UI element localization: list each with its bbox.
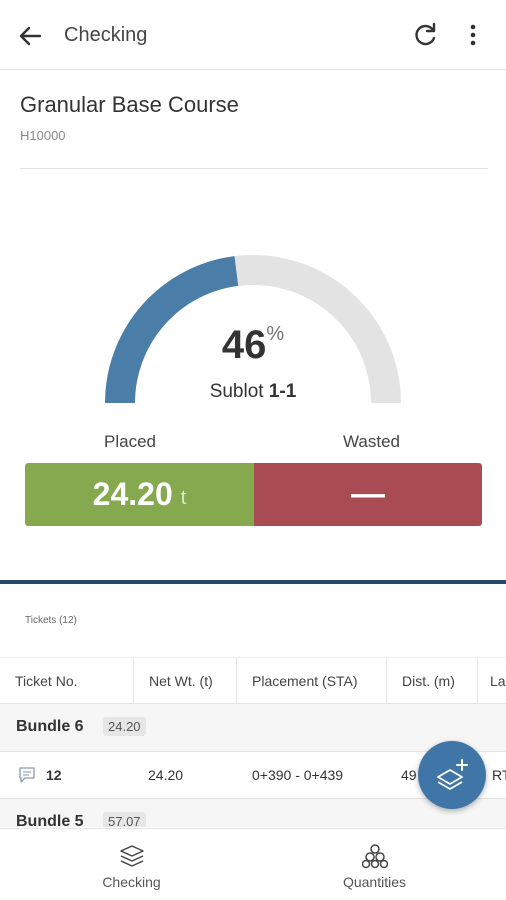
bundle-total-badge: 24.20 bbox=[103, 717, 146, 736]
item-code: H10000 bbox=[20, 128, 66, 143]
column-net-wt[interactable]: Net Wt. (t) bbox=[134, 658, 237, 705]
refresh-icon[interactable] bbox=[410, 21, 440, 51]
ticket-number: 12 bbox=[46, 767, 62, 783]
add-layer-button[interactable] bbox=[418, 741, 486, 809]
placement: 0+390 - 0+439 bbox=[252, 767, 344, 783]
placed-unit: t bbox=[180, 487, 187, 509]
bundle-group-header[interactable]: Bundle 6 24.20 bbox=[0, 704, 506, 752]
bundle-total-badge: 57.07 bbox=[103, 812, 146, 827]
wasted-value: — bbox=[351, 475, 385, 513]
nav-item-quantities[interactable]: Quantities bbox=[248, 829, 501, 900]
gauge-fill bbox=[105, 256, 239, 404]
sublot-value: 1-1 bbox=[268, 381, 297, 402]
wasted-value-box[interactable]: — bbox=[254, 463, 482, 526]
item-name: Granular Base Course bbox=[20, 92, 239, 117]
distance: 49 bbox=[401, 767, 417, 783]
more-vertical-icon[interactable] bbox=[460, 21, 486, 51]
comment-icon[interactable] bbox=[18, 766, 36, 789]
page-title: Checking bbox=[64, 24, 148, 46]
app-bar: Checking bbox=[0, 0, 506, 70]
bundle-name: Bundle 5 bbox=[16, 813, 84, 827]
item-header: Granular Base Course H10000 bbox=[20, 92, 488, 169]
gauge-percent-value: 46 bbox=[221, 323, 267, 367]
bundle-name: Bundle 6 bbox=[16, 718, 84, 735]
column-dist[interactable]: Dist. (m) bbox=[387, 658, 478, 705]
layers-icon bbox=[120, 845, 144, 867]
placed-value-box[interactable]: 24.20 t bbox=[25, 463, 254, 526]
add-layer-icon bbox=[437, 759, 468, 790]
tickets-heading: Tickets (12) bbox=[25, 615, 77, 626]
gauge-percent-unit: % bbox=[266, 323, 285, 345]
lane: RT bbox=[492, 767, 506, 783]
placed-value: 24.20 bbox=[92, 476, 173, 512]
placed-label: Placed bbox=[104, 432, 156, 451]
table-header: Ticket No. Net Wt. (t) Placement (STA) D… bbox=[0, 657, 506, 705]
bottom-navigation: Checking Quantities bbox=[0, 828, 506, 900]
nav-item-checking[interactable]: Checking bbox=[5, 829, 258, 900]
gauge-arc bbox=[105, 255, 401, 404]
column-ticket-no[interactable]: Ticket No. bbox=[0, 658, 134, 705]
net-weight: 24.20 bbox=[148, 767, 184, 783]
nav-label-quantities: Quantities bbox=[342, 874, 407, 890]
column-lane[interactable]: La bbox=[478, 658, 506, 705]
progress-gauge: 46% Sublot 1-1 bbox=[103, 253, 403, 408]
nav-label-checking: Checking bbox=[102, 874, 161, 890]
wasted-label: Wasted bbox=[343, 432, 401, 451]
sublot-label: Sublot 1-1 bbox=[103, 381, 403, 403]
bundle-group-header[interactable]: Bundle 5 57.07 bbox=[0, 799, 506, 827]
arrow-left-icon[interactable] bbox=[16, 22, 44, 50]
column-placement[interactable]: Placement (STA) bbox=[237, 658, 387, 705]
section-divider bbox=[0, 580, 506, 584]
gauge-percent: 46% bbox=[103, 323, 403, 368]
stack-circles-icon bbox=[362, 844, 388, 869]
sublot-text: Sublot bbox=[209, 381, 264, 402]
